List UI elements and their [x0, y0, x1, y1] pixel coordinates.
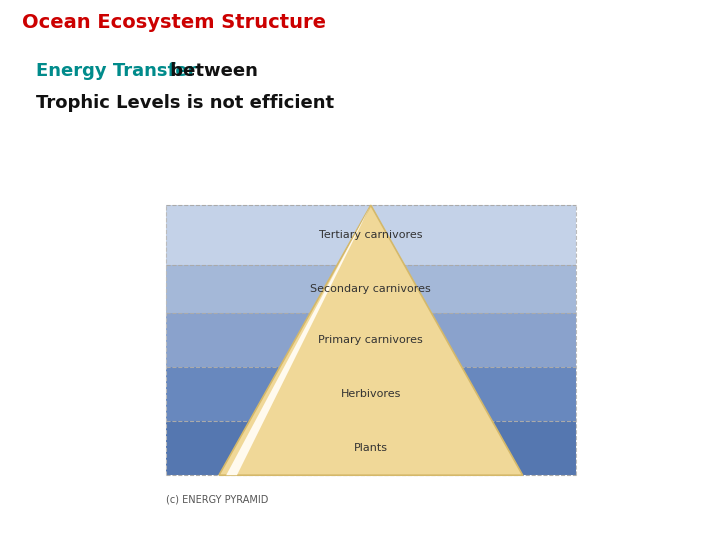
Text: between: between — [163, 62, 258, 80]
Text: Plants: Plants — [354, 443, 388, 453]
Bar — [166, 205, 576, 265]
Text: Energy Transfer: Energy Transfer — [36, 62, 197, 80]
Bar — [166, 265, 576, 313]
Polygon shape — [226, 205, 371, 475]
Text: Tertiary carnivores: Tertiary carnivores — [319, 230, 423, 240]
Bar — [166, 367, 576, 421]
Bar — [166, 421, 576, 475]
Text: Trophic Levels is not efficient: Trophic Levels is not efficient — [36, 94, 334, 112]
Text: Primary carnivores: Primary carnivores — [318, 335, 423, 345]
Text: (c) ENERGY PYRAMID: (c) ENERGY PYRAMID — [166, 494, 268, 504]
Polygon shape — [219, 205, 523, 475]
Text: Herbivores: Herbivores — [341, 389, 401, 399]
Text: Secondary carnivores: Secondary carnivores — [310, 284, 431, 294]
Bar — [166, 313, 576, 367]
Text: Ocean Ecosystem Structure: Ocean Ecosystem Structure — [22, 14, 325, 32]
